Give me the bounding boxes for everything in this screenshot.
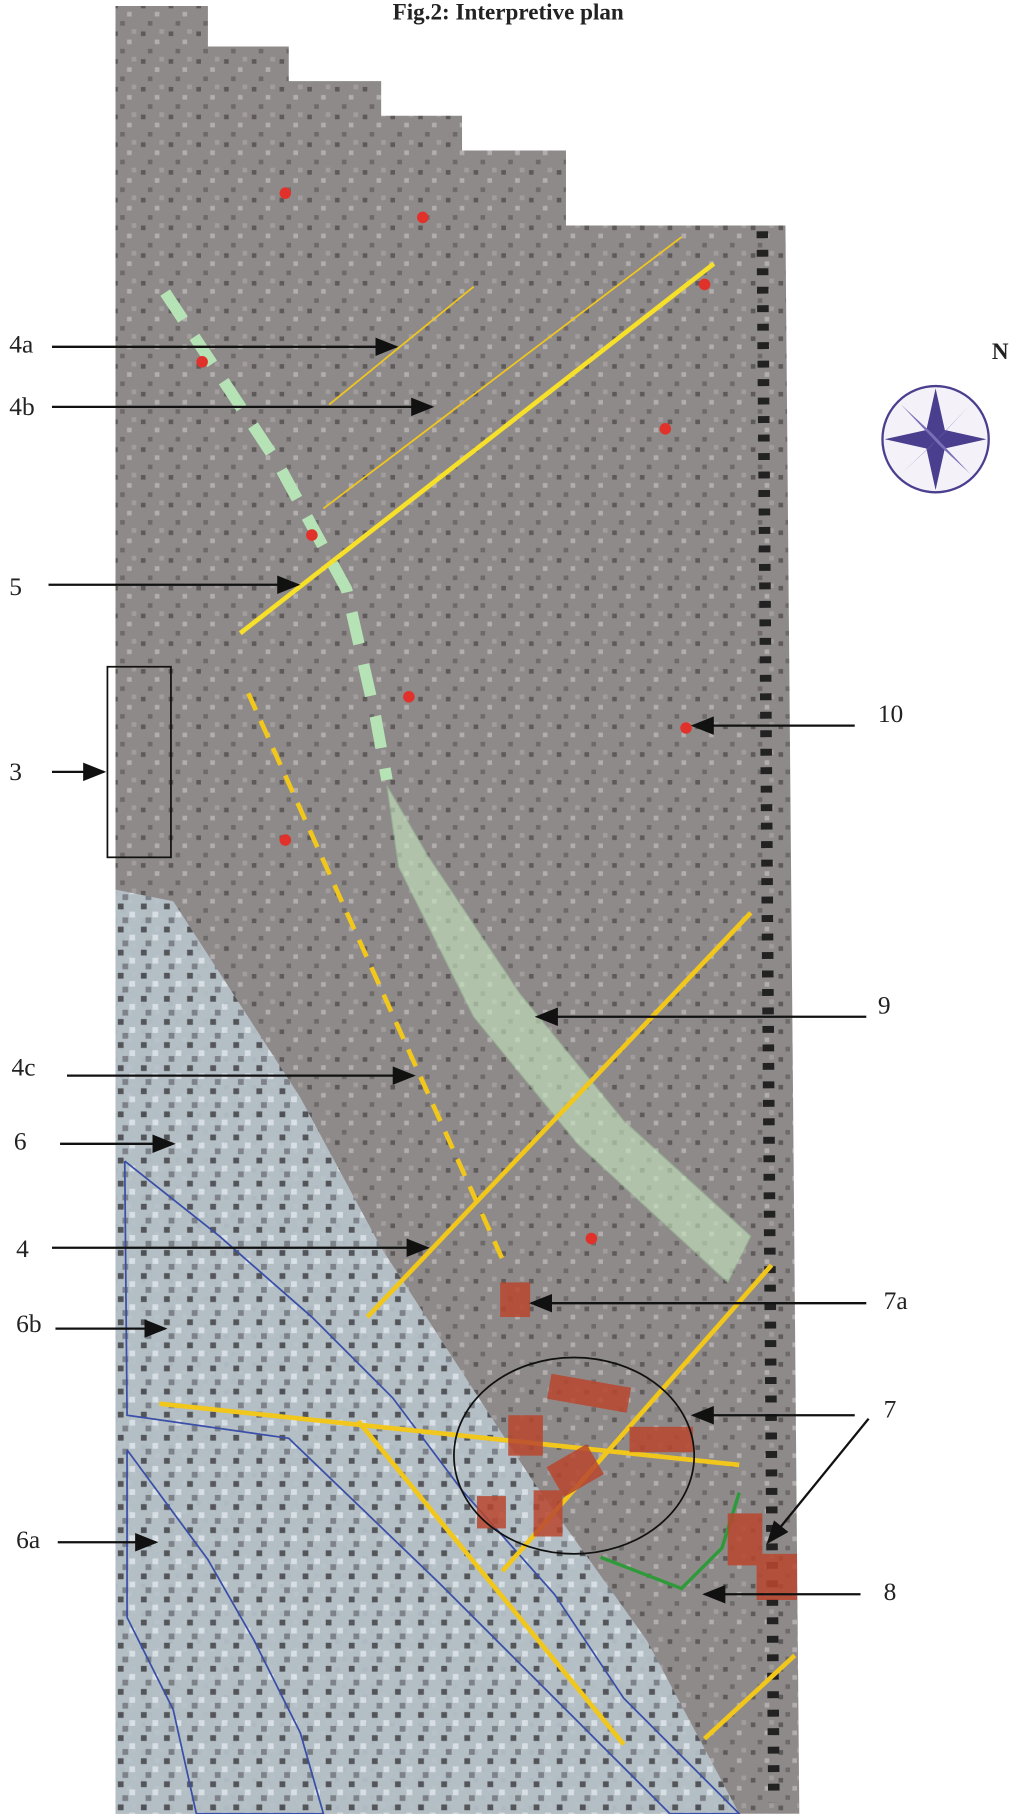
label: 7a [884, 1287, 908, 1315]
label: 10 [878, 700, 903, 728]
label: 4a [9, 331, 33, 359]
plan: Fig.2: Interpretive plan [0, 0, 1028, 1814]
label: 7 [884, 1396, 897, 1424]
label: 4c [12, 1054, 36, 1082]
label: 4b [9, 393, 34, 421]
label: 6b [16, 1310, 41, 1338]
page: {"title": "Fig.2: Interpretive plan", "n… [0, 0, 1028, 1814]
label: 3 [9, 758, 22, 786]
label: 8 [884, 1578, 897, 1606]
label: 5 [9, 573, 22, 601]
label: 4 [16, 1235, 29, 1263]
north-label: N [992, 338, 1009, 364]
label: 9 [878, 991, 891, 1019]
title: Fig.2: Interpretive plan [393, 0, 624, 24]
compass [882, 386, 988, 492]
label: 6a [16, 1526, 40, 1554]
label: 6 [14, 1128, 27, 1156]
